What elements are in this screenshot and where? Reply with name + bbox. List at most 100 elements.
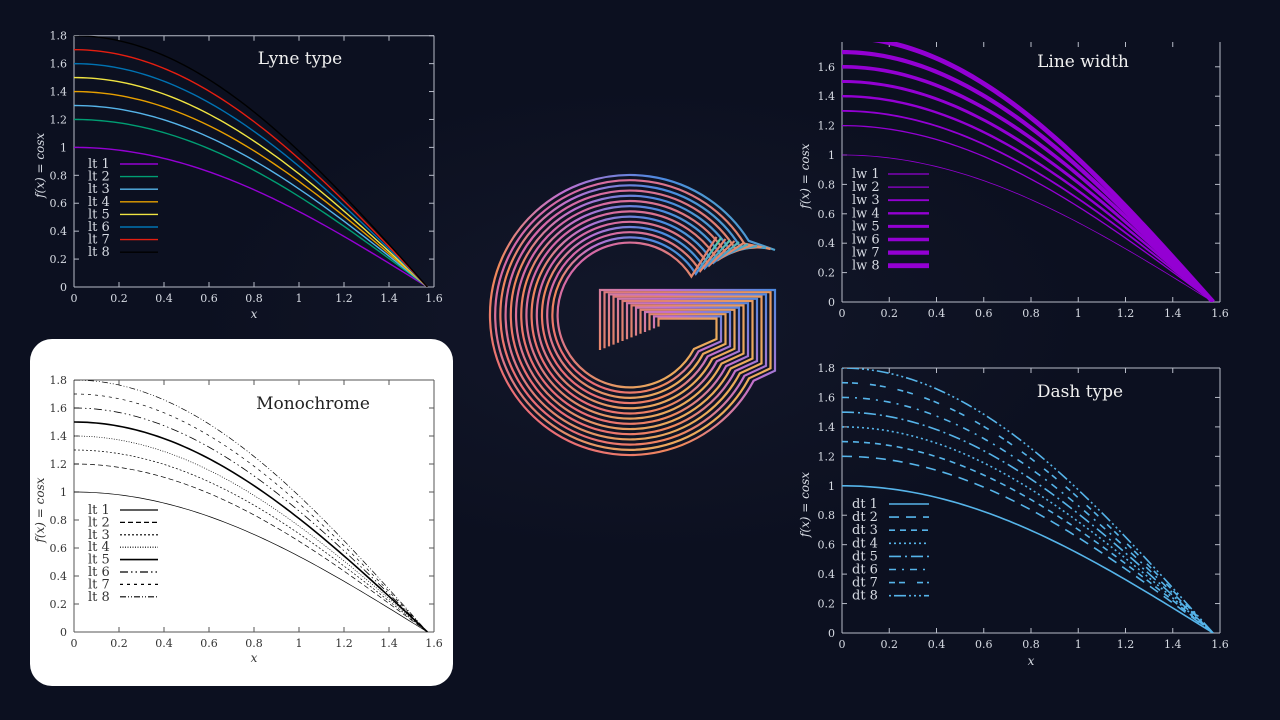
x-tick-label: 0.8 bbox=[1022, 638, 1040, 651]
chart-title: Line width bbox=[1037, 52, 1129, 72]
y-tick-label: 1.2 bbox=[818, 450, 836, 463]
chart-monochrome: 0 0.2 0.4 0.6 0.8 1 1.2 1.4 1.6 0 0.2 0.4 0.6 0.8 1 1.2… bbox=[33, 374, 443, 665]
y-axis-label: f(x) = cosx bbox=[33, 133, 47, 199]
series-curve-7 bbox=[74, 393, 428, 632]
x-tick-label: 1.2 bbox=[335, 637, 353, 650]
x-tick-label: 0.2 bbox=[110, 292, 128, 305]
series-curve-3 bbox=[74, 449, 428, 632]
x-tick-label: 1.4 bbox=[380, 637, 398, 650]
y-tick-label: 1.6 bbox=[50, 58, 68, 71]
legend-label: lw 5 bbox=[852, 219, 880, 234]
y-tick-label: 1.6 bbox=[50, 402, 68, 415]
series-curve-8 bbox=[842, 368, 1214, 633]
logo-ring bbox=[546, 231, 727, 399]
x-tick-label: 1.2 bbox=[1117, 638, 1135, 651]
x-tick-label: 0.6 bbox=[200, 292, 218, 305]
series-curve-5 bbox=[74, 76, 428, 288]
y-tick-label: 0.2 bbox=[818, 267, 836, 280]
y-tick-label: 0.4 bbox=[818, 568, 836, 581]
y-tick-label: 0.6 bbox=[818, 208, 836, 221]
series-curve-1 bbox=[74, 146, 428, 288]
series-curve-3 bbox=[842, 110, 1214, 302]
y-axis-label: f(x) = cosx bbox=[798, 143, 812, 209]
series-curve-6 bbox=[842, 396, 1214, 633]
x-tick-label: 1.6 bbox=[1211, 638, 1229, 651]
y-tick-label: 0 bbox=[60, 281, 67, 294]
x-tick-label: 0.4 bbox=[155, 637, 173, 650]
x-tick-label: 1 bbox=[296, 292, 303, 305]
legend-label: lw 1 bbox=[852, 167, 880, 182]
legend-label: dt 7 bbox=[852, 576, 878, 591]
y-tick-label: 1.4 bbox=[50, 86, 68, 99]
chart-lyne-type: 0 0.2 0.4 0.6 0.8 1 1.2 1.4 1.6 0 0.2 0.4 0.6 0.8 1 1.2… bbox=[33, 30, 443, 321]
series-curve-1 bbox=[842, 154, 1214, 302]
monochrome-card-background bbox=[30, 339, 453, 686]
series-curve-4 bbox=[842, 426, 1214, 633]
series-curve-6 bbox=[74, 407, 428, 632]
legend-label: lt 5 bbox=[88, 553, 110, 568]
chart-title: Monochrome bbox=[256, 394, 370, 414]
x-tick-label: 1 bbox=[1075, 638, 1082, 651]
series-curve-4 bbox=[74, 435, 428, 632]
x-tick-label: 1 bbox=[1075, 307, 1082, 320]
logo-ring bbox=[525, 210, 745, 420]
x-tick-label: 1 bbox=[296, 637, 303, 650]
legend-label: lt 2 bbox=[88, 170, 110, 185]
y-tick-label: 0.8 bbox=[818, 178, 836, 191]
logo-ring bbox=[540, 225, 732, 405]
legend-label: dt 3 bbox=[852, 523, 878, 538]
y-tick-label: 1.6 bbox=[818, 61, 836, 74]
x-tick-label: 1.4 bbox=[1164, 638, 1182, 651]
legend-label: lw 7 bbox=[852, 246, 880, 261]
g-logo-icon bbox=[488, 173, 777, 457]
x-tick-label: 0.8 bbox=[1022, 307, 1040, 320]
legend-label: lt 6 bbox=[88, 565, 110, 580]
logo-ring bbox=[556, 236, 718, 389]
legend-label: lt 8 bbox=[88, 245, 110, 260]
logo-ring bbox=[504, 189, 763, 441]
series-curve-5 bbox=[842, 411, 1214, 633]
logo-ring bbox=[499, 184, 768, 446]
series-curve-2 bbox=[74, 118, 428, 288]
y-tick-label: 1.6 bbox=[818, 391, 836, 404]
legend-label: lt 1 bbox=[88, 157, 110, 172]
series-curve-6 bbox=[842, 65, 1215, 302]
x-tick-label: 0 bbox=[839, 307, 846, 320]
legend-label: lt 4 bbox=[88, 195, 110, 210]
legend-label: lw 8 bbox=[852, 259, 880, 274]
x-tick-label: 0 bbox=[839, 638, 846, 651]
x-tick-label: 1.2 bbox=[335, 292, 353, 305]
x-tick-label: 0.2 bbox=[881, 638, 899, 651]
series-curve-1 bbox=[74, 491, 428, 632]
x-tick-label: 0.6 bbox=[975, 307, 993, 320]
chart-line-width: 0 0.2 0.4 0.6 0.8 1 1.2 1.4 1.6 0 0.2 0.4 0.6 0.8 1 1.2… bbox=[798, 42, 1229, 320]
x-tick-label: 0.8 bbox=[245, 637, 263, 650]
y-tick-label: 1 bbox=[828, 480, 835, 493]
legend-label: dt 8 bbox=[852, 589, 878, 604]
y-tick-label: 1.4 bbox=[50, 430, 68, 443]
y-tick-label: 0.4 bbox=[50, 570, 68, 583]
y-tick-label: 0.2 bbox=[818, 598, 836, 611]
y-tick-label: 1.4 bbox=[818, 90, 836, 103]
y-tick-label: 1.2 bbox=[50, 113, 68, 126]
series-curve-5 bbox=[842, 80, 1215, 302]
logo-ring bbox=[530, 215, 741, 415]
y-tick-label: 0.4 bbox=[818, 237, 836, 250]
x-tick-label: 1.6 bbox=[425, 637, 443, 650]
x-tick-label: 1.2 bbox=[1117, 307, 1135, 320]
logo-ring bbox=[488, 173, 777, 457]
x-tick-label: 0.4 bbox=[928, 307, 946, 320]
chart-title: Lyne type bbox=[258, 49, 342, 69]
logo-ring bbox=[535, 220, 736, 410]
logo-ring bbox=[551, 236, 723, 394]
series-curve-7 bbox=[842, 50, 1215, 302]
series-curve-2 bbox=[74, 463, 428, 632]
y-tick-label: 0.8 bbox=[818, 509, 836, 522]
y-tick-label: 1.2 bbox=[50, 458, 68, 471]
series-curve-7 bbox=[74, 48, 428, 288]
x-tick-label: 0 bbox=[71, 637, 78, 650]
y-tick-label: 0.6 bbox=[818, 539, 836, 552]
legend-label: lt 6 bbox=[88, 220, 110, 235]
legend-label: lt 1 bbox=[88, 503, 110, 518]
